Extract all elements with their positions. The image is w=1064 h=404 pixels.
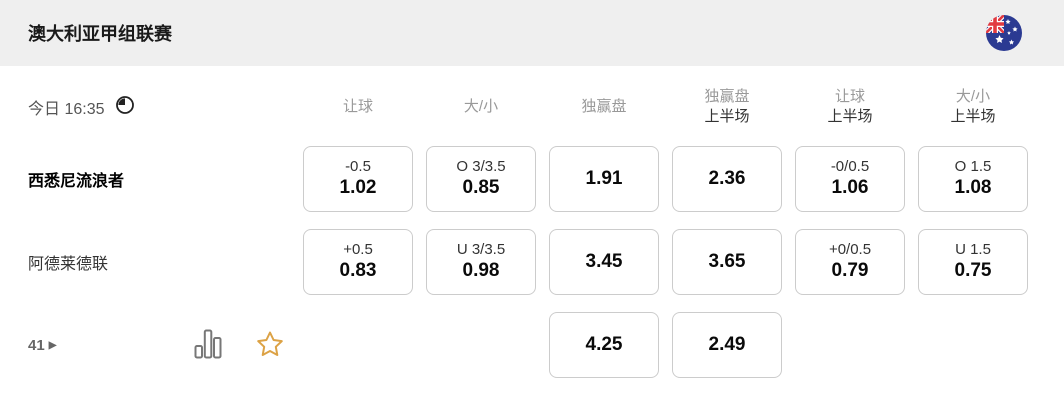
odds-draw-moneyline-1h[interactable]: 2.49 bbox=[672, 312, 782, 378]
table-header-row: 今日 16:35 让球 大/小 独赢盘 独赢盘 上半场 让球 上半场 大/小 上… bbox=[0, 78, 1064, 136]
australia-flag-icon bbox=[986, 15, 1022, 51]
team-name-home: 西悉尼流浪者 bbox=[28, 173, 125, 190]
league-header: 澳大利亚甲组联赛 bbox=[0, 0, 1064, 66]
team-name-away: 阿德莱德联 bbox=[28, 256, 109, 273]
match-row-home: 西悉尼流浪者 -0.5 1.02 O 3/3.5 0.85 1.91 2.36 … bbox=[0, 146, 1064, 212]
match-row-away: 阿德莱德联 +0.5 0.83 U 3/3.5 0.98 3.45 3.65 +… bbox=[0, 229, 1064, 295]
column-header-handicap-1h: 让球 上半场 bbox=[827, 87, 873, 125]
column-header-moneyline-1h: 独赢盘 上半场 bbox=[704, 87, 750, 125]
odds-away-handicap[interactable]: +0.5 0.83 bbox=[303, 229, 413, 295]
star-icon bbox=[256, 330, 284, 361]
odds-home-handicap-1h[interactable]: -0/0.5 1.06 bbox=[795, 146, 905, 212]
bar-chart-icon bbox=[194, 329, 222, 362]
column-header-total-1h: 大/小 上半场 bbox=[950, 87, 996, 125]
markets-count: 41 bbox=[28, 336, 45, 354]
favorite-button[interactable] bbox=[256, 330, 284, 361]
odds-draw-moneyline[interactable]: 4.25 bbox=[549, 312, 659, 378]
league-title: 澳大利亚甲组联赛 bbox=[28, 24, 172, 44]
odds-home-moneyline-1h[interactable]: 2.36 bbox=[672, 146, 782, 212]
column-header-moneyline: 独赢盘 bbox=[581, 97, 627, 115]
clock-icon bbox=[115, 95, 135, 120]
chevron-right-icon: ▶ bbox=[48, 339, 57, 351]
odds-away-total-1h[interactable]: U 1.5 0.75 bbox=[918, 229, 1028, 295]
odds-home-moneyline[interactable]: 1.91 bbox=[549, 146, 659, 212]
match-time: 今日 16:35 bbox=[28, 101, 105, 118]
odds-away-moneyline[interactable]: 3.45 bbox=[549, 229, 659, 295]
column-header-total: 大/小 bbox=[463, 97, 499, 115]
odds-away-total[interactable]: U 3/3.5 0.98 bbox=[426, 229, 536, 295]
odds-away-handicap-1h[interactable]: +0/0.5 0.79 bbox=[795, 229, 905, 295]
stats-button[interactable] bbox=[194, 329, 222, 362]
match-time-cell: 今日 16:35 bbox=[28, 95, 290, 120]
match-actions: 41 ▶ bbox=[28, 329, 290, 362]
odds-home-handicap[interactable]: -0.5 1.02 bbox=[303, 146, 413, 212]
more-markets-link[interactable]: 41 ▶ bbox=[28, 337, 56, 354]
odds-home-total-1h[interactable]: O 1.5 1.08 bbox=[918, 146, 1028, 212]
odds-home-total[interactable]: O 3/3.5 0.85 bbox=[426, 146, 536, 212]
column-header-handicap: 让球 bbox=[342, 97, 373, 115]
draw-row: 41 ▶ 4.25 2.49 bbox=[0, 312, 1064, 378]
odds-away-moneyline-1h[interactable]: 3.65 bbox=[672, 229, 782, 295]
